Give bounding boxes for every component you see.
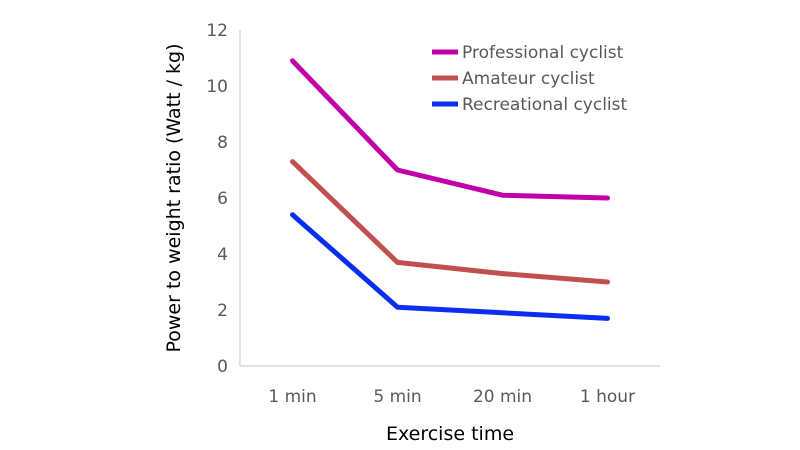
x-tick-label: 1 min xyxy=(268,387,316,407)
series-line xyxy=(290,159,610,285)
y-axis-title: Power to weight ratio (Watt / kg) xyxy=(163,43,185,352)
x-tick-label: 1 hour xyxy=(580,387,635,407)
x-axis-title: Exercise time xyxy=(386,423,514,445)
series-group xyxy=(290,58,610,321)
legend: Professional cyclist Amateur cyclist Recre… xyxy=(432,43,628,115)
legend-label: Recreational cyclist xyxy=(462,95,628,115)
y-tick-label: 10 xyxy=(206,77,228,97)
x-tick-label: 5 min xyxy=(373,387,421,407)
y-tick-label: 6 xyxy=(217,189,228,209)
legend-label: Amateur cyclist xyxy=(462,69,595,89)
legend-label: Professional cyclist xyxy=(462,43,624,63)
y-tick-label: 4 xyxy=(217,245,228,265)
series-line xyxy=(290,58,610,201)
series-line xyxy=(290,212,610,321)
y-tick-label: 0 xyxy=(217,357,228,377)
y-axis: 0 2 4 6 8 10 12 xyxy=(206,21,241,377)
y-tick-label: 8 xyxy=(217,133,228,153)
x-axis: 1 min 5 min 20 min 1 hour xyxy=(240,365,660,407)
y-tick-label: 12 xyxy=(206,21,228,41)
y-tick-label: 2 xyxy=(217,301,228,321)
x-tick-label: 20 min xyxy=(473,387,532,407)
